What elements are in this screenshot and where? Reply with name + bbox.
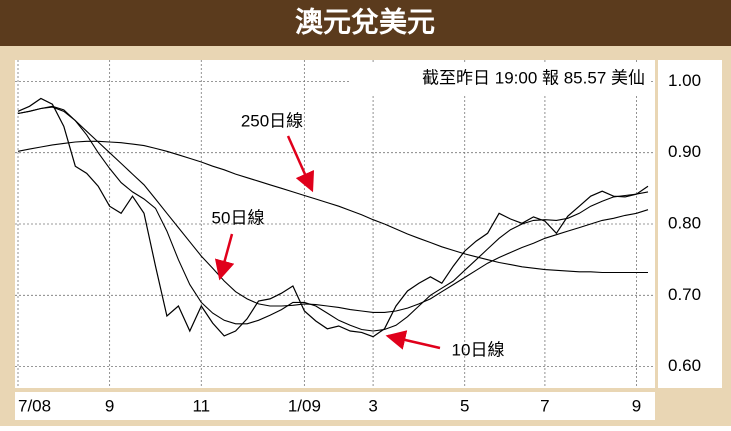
annotation: 250日線 <box>241 111 303 130</box>
annotation: 10日線 <box>452 340 505 359</box>
annotation-arrow <box>385 330 441 350</box>
y-tick-label: 0.90 <box>668 142 701 161</box>
y-tick-label: 0.80 <box>668 213 701 232</box>
price-line <box>17 97 649 338</box>
x-tick-label: 1/09 <box>288 396 321 415</box>
x-tick-label: 9 <box>632 396 641 415</box>
chart-title: 澳元兌美元 <box>295 6 435 37</box>
x-tick-label: 7 <box>540 396 549 415</box>
moving-average-line <box>17 140 648 274</box>
x-tick-label: 3 <box>368 396 377 415</box>
x-tick-label: 7/08 <box>18 396 51 415</box>
header <box>0 0 731 46</box>
annotation: 50日線 <box>212 208 265 227</box>
annotation-arrow <box>214 233 235 281</box>
x-tick-label: 9 <box>105 396 114 415</box>
x-axis-area <box>15 392 655 420</box>
y-tick-label: 0.60 <box>668 356 701 375</box>
moving-average-line <box>17 106 649 313</box>
x-tick-label: 5 <box>460 396 469 415</box>
annotation-arrow <box>286 135 315 193</box>
y-axis-area <box>658 60 722 388</box>
y-tick-label: 0.70 <box>668 285 701 304</box>
subtitle: 截至昨日 19:00 報 85.57 美仙 <box>422 68 645 87</box>
x-tick-label: 11 <box>192 396 210 415</box>
y-tick-label: 1.00 <box>668 71 701 90</box>
moving-average-line <box>17 105 649 332</box>
subtitle-box <box>350 64 650 94</box>
